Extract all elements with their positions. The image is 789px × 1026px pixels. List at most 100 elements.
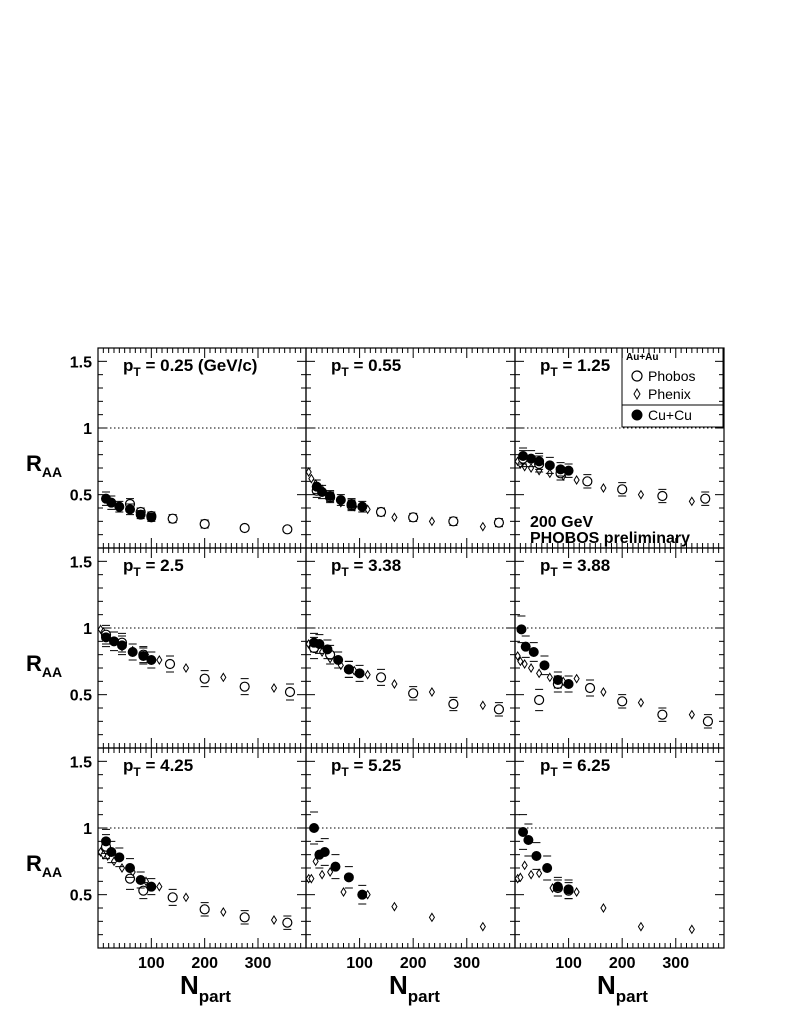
phenix-point <box>182 892 190 903</box>
cucu-point <box>542 863 553 873</box>
cucu-error-bracket <box>358 500 367 513</box>
cucu-point <box>101 632 111 643</box>
y-tick-label: 1 <box>83 621 92 638</box>
cucu-point <box>117 640 127 651</box>
phobos-point <box>375 506 387 518</box>
cucu-point <box>114 501 125 512</box>
phenix-point <box>391 512 398 523</box>
x-axis-label-col-2: Npart <box>389 970 440 1006</box>
phobos-point <box>239 912 250 923</box>
cucu-point <box>346 499 357 509</box>
phobos-point <box>375 672 387 683</box>
phenix-point <box>391 679 398 689</box>
cucu-error-bracket <box>347 498 356 510</box>
y-tick-label: 0.5 <box>70 688 92 705</box>
cucu-point <box>138 651 149 661</box>
panel-5: pT = 3.38 <box>305 547 516 749</box>
phobos-point <box>164 658 176 670</box>
panel-pt-label: pT = 2.5 <box>123 556 184 579</box>
panel-6: pT = 3.88 <box>514 547 725 749</box>
phobos-point <box>199 518 210 530</box>
phenix-point <box>479 921 486 932</box>
phenix-point <box>308 873 315 884</box>
phobos-point <box>617 696 628 707</box>
x-tick-label: 300 <box>245 955 272 972</box>
phenix-point <box>688 496 695 507</box>
phobos-point <box>239 681 250 692</box>
cucu-error-bracket <box>323 639 332 660</box>
legend-label-phenix: Phenix <box>648 386 691 402</box>
cucu-point <box>127 647 138 657</box>
cucu-point <box>319 847 330 857</box>
phobos-point <box>534 694 545 706</box>
cucu-error-bracket <box>553 671 562 689</box>
y-axis-label-row-2: RAA <box>26 651 62 680</box>
phenix-point <box>428 687 436 697</box>
phenix-point <box>573 475 580 485</box>
phenix-point <box>182 663 190 673</box>
cucu-error-bracket <box>107 495 116 510</box>
x-tick-label: 100 <box>555 955 582 972</box>
phobos-point <box>282 524 293 535</box>
phenix-point <box>521 659 528 669</box>
cucu-error-bracket <box>545 456 554 474</box>
cucu-point <box>146 655 157 665</box>
collaboration-label: PHOBOS preliminary <box>530 530 690 547</box>
panel-pt-label: pT = 0.55 <box>331 356 401 379</box>
phobos-error-bracket <box>494 702 503 717</box>
phobos-point <box>702 716 714 727</box>
cucu-point <box>335 495 346 505</box>
cucu-point <box>146 881 157 892</box>
cucu-point <box>114 852 125 863</box>
phenix-point <box>536 668 543 679</box>
cucu-point <box>330 861 341 872</box>
panel-pt-label: pT = 1.25 <box>540 356 610 379</box>
cucu-error-bracket <box>315 840 324 869</box>
phobos-error-bracket <box>166 655 174 673</box>
phobos-point <box>448 698 459 710</box>
cucu-error-bracket <box>355 664 364 682</box>
phenix-point <box>327 867 334 877</box>
panel-7: 0.5 1 1.5 100 200 300 pT = 4.25 <box>70 747 307 972</box>
panel-1: 0.5 1 1.5 pT = 0.25 (GeV/c) <box>70 347 307 549</box>
legend-label-phobos: Phobos <box>648 368 695 384</box>
phenix-point <box>573 887 580 897</box>
phobos-point <box>584 682 596 694</box>
phenix-point <box>220 907 227 917</box>
y-tick-label: 0.5 <box>70 488 92 505</box>
phobos-point <box>617 484 628 495</box>
cucu-point <box>544 460 555 471</box>
cucu-point <box>309 823 320 833</box>
cucu-error-bracket <box>556 462 565 477</box>
phenix-point <box>688 709 695 720</box>
cucu-error-bracket <box>519 447 528 465</box>
phenix-point <box>428 912 436 923</box>
x-tick-label: 200 <box>191 955 218 972</box>
x-axis-label-col-1: Npart <box>180 970 231 1006</box>
panel-pt-label: pT = 0.25 (GeV/c) <box>123 356 257 379</box>
cucu-error-bracket <box>320 838 329 866</box>
panel-3: pT = 1.25 <box>514 347 725 549</box>
phobos-error-bracket <box>139 646 148 664</box>
cucu-error-bracket <box>524 823 533 857</box>
phobos-error-bracket <box>102 834 110 860</box>
cucu-point <box>343 872 354 883</box>
phenix-point <box>364 669 371 680</box>
cucu-point <box>333 655 344 665</box>
panel-8: 100 200 300 pT = 5.25 <box>305 747 516 972</box>
cucu-point <box>520 641 531 652</box>
cucu-point <box>518 827 529 837</box>
phobos-error-bracket <box>586 679 595 697</box>
phobos-error-bracket <box>618 694 627 709</box>
cucu-error-bracket <box>318 484 327 500</box>
phenix-point <box>220 672 227 683</box>
cucu-error-bracket <box>553 876 562 897</box>
phobos-error-bracket <box>658 707 667 722</box>
phobos-point <box>657 709 668 720</box>
cucu-point <box>135 509 146 520</box>
cucu-error-bracket <box>115 500 124 513</box>
legend: Au+Au Phobos Phenix Cu+Cu <box>621 347 724 428</box>
phenix-point <box>637 921 645 932</box>
phobos-point <box>493 517 505 528</box>
